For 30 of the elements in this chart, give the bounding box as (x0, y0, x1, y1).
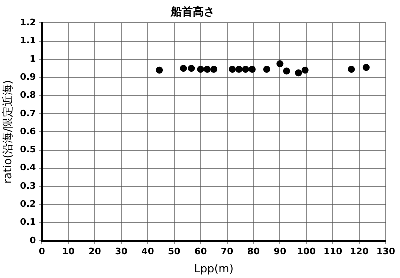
x-tick-label: 10 (62, 248, 75, 258)
x-tick-label: 50 (168, 248, 181, 258)
y-tick-label: 0 (30, 236, 36, 246)
y-tick-label: 1.1 (20, 36, 36, 47)
x-tick-label: 40 (142, 248, 154, 258)
x-tick-label: 120 (350, 248, 369, 258)
y-tick-label: 0.3 (20, 182, 36, 192)
x-tick-label: 70 (221, 248, 234, 258)
x-tick-label: 110 (324, 248, 342, 258)
y-axis-title: ratio(沿海/限定近海) (1, 80, 14, 184)
x-tick-label: 30 (115, 248, 128, 258)
y-tick-label: 1 (30, 54, 36, 65)
y-tick-label: 0.2 (20, 200, 36, 210)
x-tick-label: 100 (297, 248, 316, 258)
y-tick-label: 0.1 (20, 218, 36, 228)
x-tick-label: 0 (39, 248, 46, 258)
x-tick-label: 20 (88, 248, 102, 258)
y-tick-label: 0.8 (20, 91, 36, 102)
x-axis-title: Lpp(m) (194, 262, 234, 276)
chart-title: 船首高さ (170, 5, 215, 18)
x-tick-label: 80 (247, 248, 260, 258)
x-tick-label: 60 (194, 248, 208, 258)
y-tick-label: 0.7 (20, 109, 36, 120)
y-tick-label: 0.6 (20, 127, 36, 138)
y-tick-label: 0.5 (20, 146, 36, 156)
y-tick-label: 0.4 (20, 164, 36, 174)
y-tick-label: 0.9 (20, 72, 36, 83)
y-tick-label: 1.2 (20, 18, 36, 29)
x-tick-label: 90 (274, 248, 286, 258)
x-tick-label: 130 (376, 248, 396, 258)
